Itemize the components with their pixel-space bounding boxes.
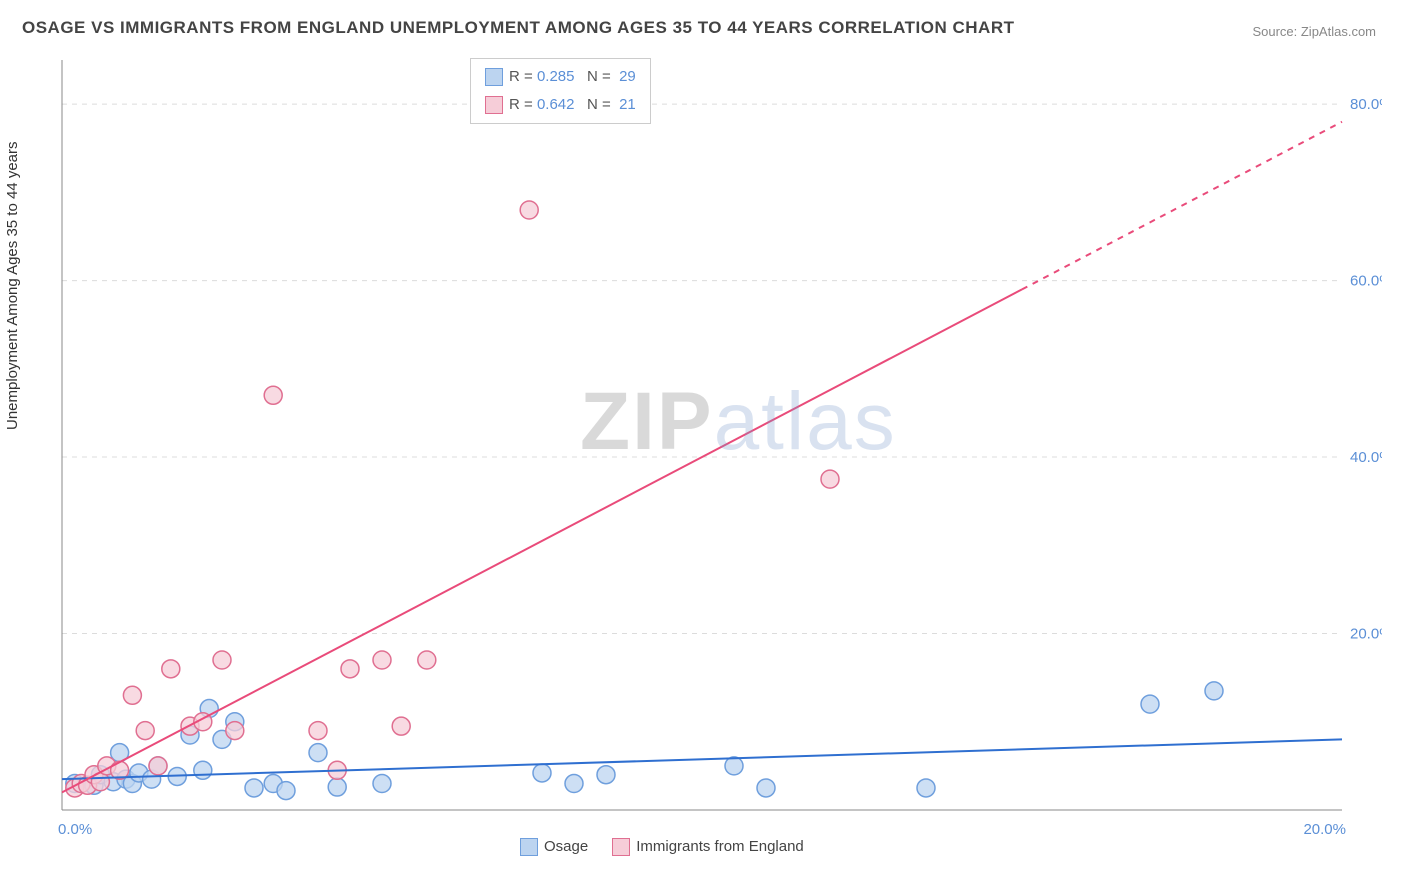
series-legend: Osage Immigrants from England: [520, 838, 828, 856]
svg-text:0.0%: 0.0%: [58, 821, 92, 838]
y-axis-label: Unemployment Among Ages 35 to 44 years: [4, 141, 21, 430]
legend-swatch: [612, 838, 630, 856]
n-value: 29: [619, 68, 636, 85]
svg-text:20.0%: 20.0%: [1350, 626, 1382, 643]
source-label: Source: ZipAtlas.com: [1252, 24, 1376, 39]
stat-legend: R = 0.285 N = 29R = 0.642 N = 21: [470, 58, 651, 124]
chart-svg: 20.0% 40.0% 60.0% 80.0% 0.0% 20.0%: [52, 50, 1382, 840]
svg-text:40.0%: 40.0%: [1350, 449, 1382, 466]
legend-swatch: [485, 68, 503, 86]
chart-title: OSAGE VS IMMIGRANTS FROM ENGLAND UNEMPLO…: [22, 18, 1014, 38]
legend-item: Immigrants from England: [612, 838, 804, 856]
svg-text:80.0%: 80.0%: [1350, 96, 1382, 113]
legend-label: Osage: [544, 838, 588, 855]
r-value: 0.285: [537, 68, 575, 85]
legend-label: Immigrants from England: [636, 838, 804, 855]
legend-swatch: [485, 96, 503, 114]
legend-item: Osage: [520, 838, 588, 856]
stat-row: R = 0.285 N = 29: [485, 63, 636, 91]
chart-plot: 20.0% 40.0% 60.0% 80.0% 0.0% 20.0%: [52, 50, 1382, 840]
r-value: 0.642: [537, 96, 575, 113]
legend-swatch: [520, 838, 538, 856]
svg-text:60.0%: 60.0%: [1350, 273, 1382, 290]
stat-row: R = 0.642 N = 21: [485, 91, 636, 119]
svg-text:20.0%: 20.0%: [1303, 821, 1346, 838]
n-value: 21: [619, 96, 636, 113]
